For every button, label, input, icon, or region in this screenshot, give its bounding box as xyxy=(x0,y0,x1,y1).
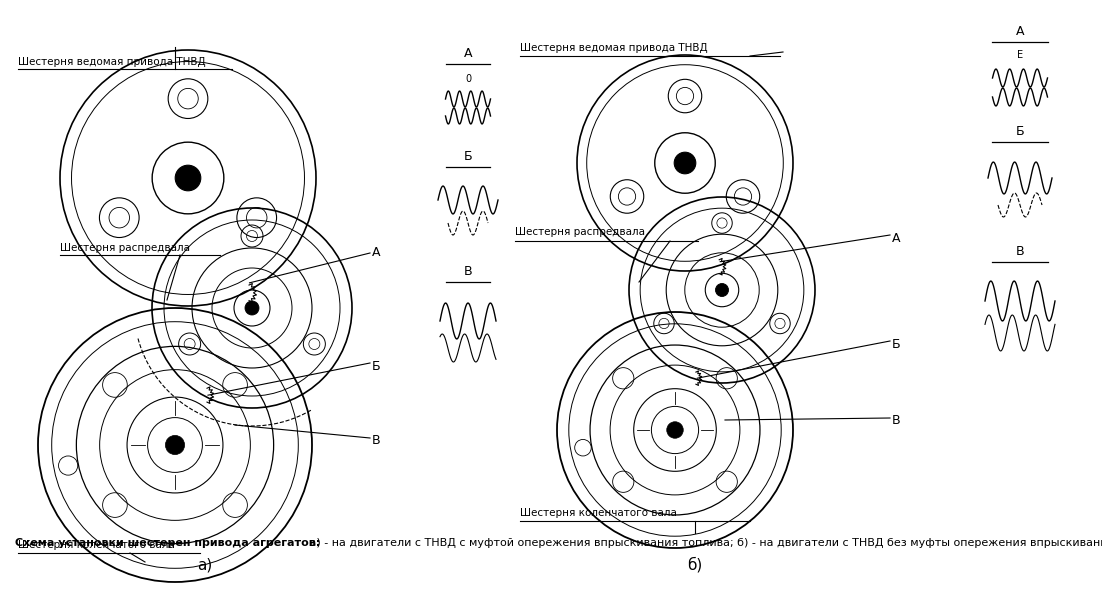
Text: А: А xyxy=(892,231,900,244)
Text: В: В xyxy=(464,265,473,278)
Text: А: А xyxy=(1016,25,1024,38)
Circle shape xyxy=(667,422,683,438)
Text: а) - на двигатели с ТНВД с муфтой опережения впрыскивания топлива; б) - на двига: а) - на двигатели с ТНВД с муфтой опереж… xyxy=(306,538,1102,548)
Text: В: В xyxy=(372,435,380,448)
Text: Схема установки шестерен привода агрегатов:: Схема установки шестерен привода агрегат… xyxy=(15,538,321,548)
Text: Б: Б xyxy=(892,337,900,350)
Text: Е: Е xyxy=(1017,50,1023,60)
Text: Шестерня коленчатого вала: Шестерня коленчатого вала xyxy=(520,508,677,518)
Circle shape xyxy=(715,283,728,296)
Text: Шестерня распредвала: Шестерня распредвала xyxy=(60,243,190,253)
Text: Шестерня ведомая привода ТНВД: Шестерня ведомая привода ТНВД xyxy=(520,43,707,53)
Text: Шестерня коленчатого вала: Шестерня коленчатого вала xyxy=(18,540,175,550)
Text: Б: Б xyxy=(464,150,473,163)
Text: Б: Б xyxy=(372,359,380,372)
Circle shape xyxy=(674,152,695,174)
Circle shape xyxy=(175,165,201,191)
Text: а): а) xyxy=(197,558,213,573)
Circle shape xyxy=(245,301,259,315)
Text: В: В xyxy=(1016,245,1025,258)
Text: Б: Б xyxy=(1016,125,1025,138)
Text: В: В xyxy=(892,415,900,428)
Text: б): б) xyxy=(688,557,703,573)
Text: А: А xyxy=(464,47,473,60)
Text: А: А xyxy=(372,247,380,260)
Text: Шестерня распредвала: Шестерня распредвала xyxy=(515,227,645,237)
Text: Шестерня ведомая привода ТНВД: Шестерня ведомая привода ТНВД xyxy=(18,57,206,67)
Circle shape xyxy=(165,435,185,455)
Text: 0: 0 xyxy=(465,74,471,84)
